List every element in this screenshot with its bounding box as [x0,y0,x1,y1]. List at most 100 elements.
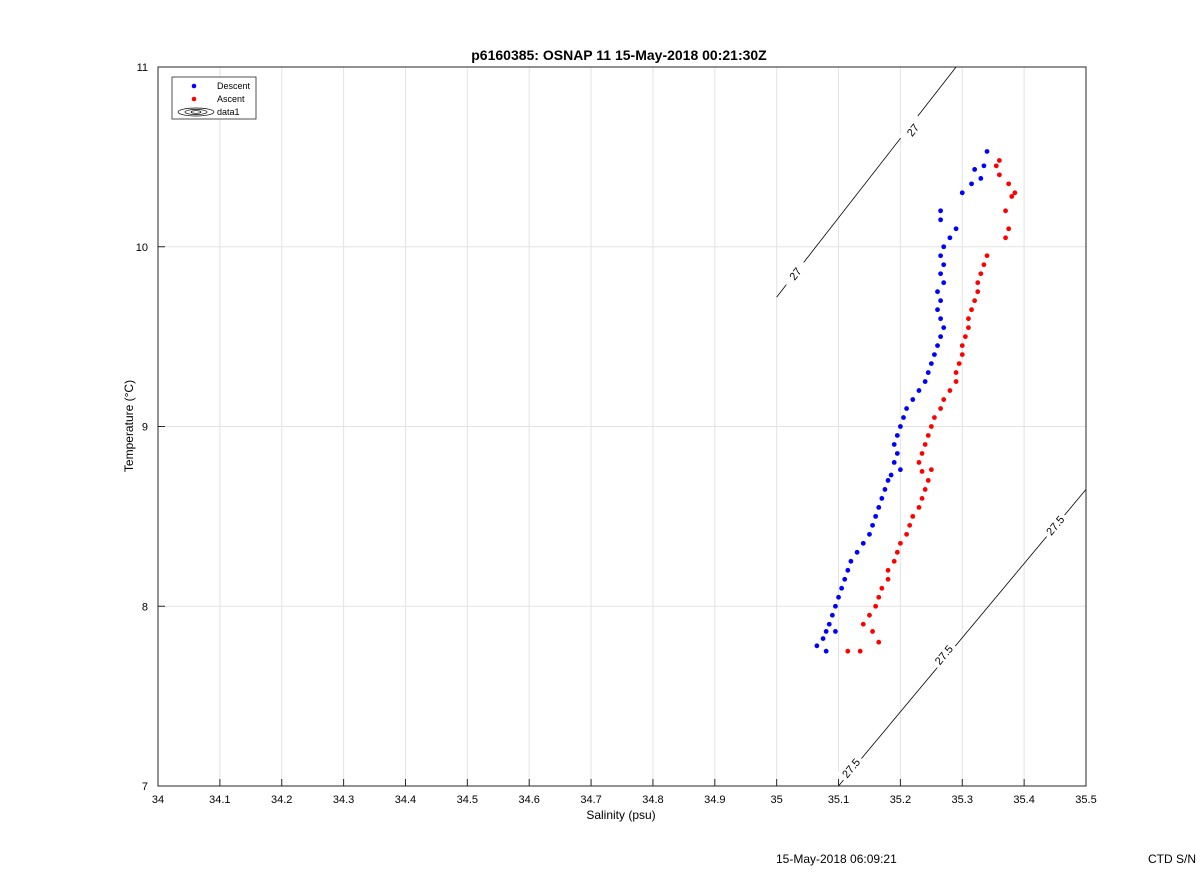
ascent-point [996,172,1002,178]
descent-point [935,343,940,349]
ascent-point [867,612,872,618]
ascent-point [959,352,965,357]
ascent-point [1003,235,1008,241]
descent-point [938,253,944,259]
footer-ctd-serial: CTD S/N [1148,852,1196,866]
ascent-point [993,163,999,169]
descent-point [981,163,987,169]
isopycnal-line [838,489,1087,787]
descent-point [984,149,990,154]
ascent-point [1012,190,1018,196]
descent-point [938,271,944,277]
descent-point [820,636,826,642]
x-tick-label: 34.1 [209,794,230,806]
ascent-point [932,415,937,420]
ascent-point [885,567,891,573]
ascent-point [984,253,990,259]
ascent-point [925,433,931,438]
ascent-point [975,280,981,286]
descent-point [941,280,947,286]
x-axis-label: Salinity (psu) [586,808,655,822]
descent-point [876,504,882,510]
ascent-point [996,158,1002,163]
isopycnal-line [776,66,957,298]
descent-point [833,603,838,609]
ascent-point [891,558,897,564]
descent-point [848,558,854,564]
descent-point [922,379,928,384]
ascent-point [938,406,944,411]
legend-box [171,76,257,120]
y-axis-ticks: 7 8 9 10 11 [136,62,165,793]
legend-marker-ascent [191,96,197,102]
descent-point [867,531,872,537]
descent-point [938,298,944,304]
x-tick-label: 34.3 [333,794,354,806]
ascent-point [1003,208,1008,214]
descent-point [969,181,974,187]
legend-contour-icon [177,107,215,117]
ascent-point [928,467,934,473]
legend[interactable]: Descent Ascent data1 [171,76,257,120]
ascent-point [972,298,978,304]
ascent-point [953,370,959,375]
descent-point [823,648,829,654]
ascent-point [870,629,875,634]
data-points [814,149,1018,654]
descent-point [826,621,832,627]
ascent-point [1006,226,1012,232]
x-tick-label: 35 [771,794,783,806]
x-tick-label: 34.8 [642,794,663,806]
x-axis-ticks: 34 34.1 34.2 34.3 34.4 34.5 34.6 34.7 34.8 34.9 35… [152,779,1097,806]
contour-label-bg [836,752,866,784]
descent-point [941,244,947,250]
descent-point [935,289,940,295]
legend-label-data1: data1 [217,107,240,117]
descent-point [894,451,900,456]
descent-point [904,406,909,411]
x-tick-label: 35.3 [952,794,973,806]
descent-point [938,217,944,223]
descent-point [870,522,875,528]
ascent-point [873,603,879,609]
legend-marker-descent [191,83,197,89]
x-tick-label: 34 [152,794,164,806]
descent-point [925,370,931,375]
descent-point [953,226,959,232]
descent-point [928,361,934,366]
x-tick-label: 34.6 [518,794,539,806]
descent-point [901,415,906,420]
ascent-point [916,460,922,465]
descent-point [882,487,888,492]
ascent-point [981,262,987,268]
ascent-point [907,522,913,528]
descent-point [842,576,848,582]
descent-point [854,549,860,555]
y-tick-label: 10 [136,242,148,254]
descent-point [823,629,829,634]
descent-point [972,167,978,172]
ascent-point [922,442,928,447]
legend-label-ascent: Ascent [217,94,245,104]
x-tick-label: 35.2 [890,794,911,806]
descent-point [910,397,916,402]
legend-label-descent: Descent [217,81,251,91]
descent-point [885,478,891,483]
descent-point [932,352,937,357]
descent-point [829,612,835,618]
descent-point [941,262,947,268]
ascent-point [966,316,971,322]
y-axis-label: Temperature (°C) [122,380,136,472]
grid-lines [157,66,1087,787]
footer-timestamp: 15-May-2018 06:09:21 [776,852,897,866]
ascent-point [1006,181,1012,187]
descent-point [938,316,944,322]
ascent-point [978,271,984,277]
ascent-point [857,648,863,654]
descent-point [938,208,944,214]
descent-point [916,388,922,393]
descent-point [941,325,947,331]
ascent-point [879,585,885,591]
ascent-point [894,549,900,555]
